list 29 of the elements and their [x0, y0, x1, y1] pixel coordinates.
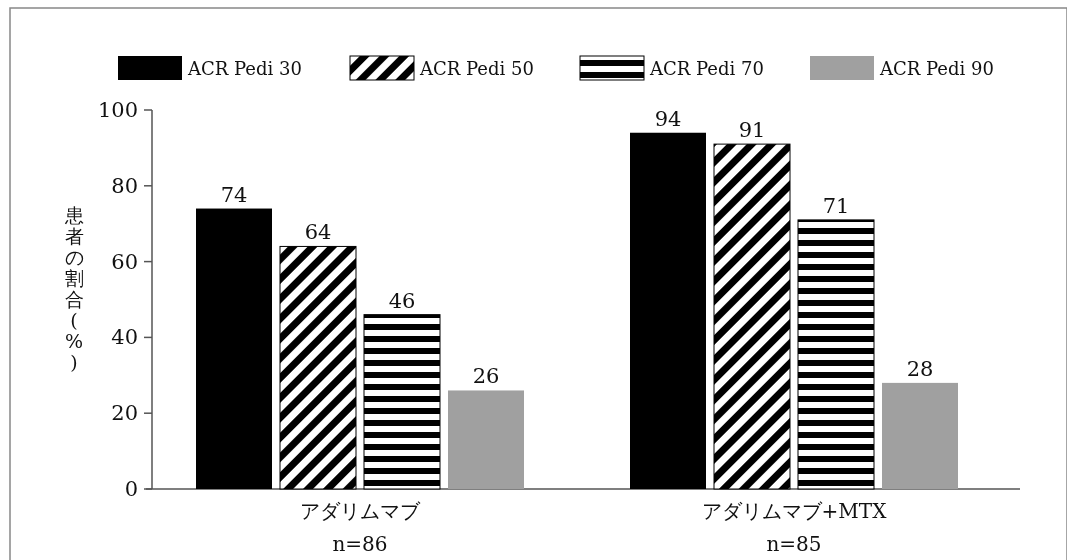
bar	[797, 219, 875, 490]
y-tick-label: 40	[111, 325, 138, 350]
bar	[713, 143, 791, 490]
data-label: 74	[220, 182, 248, 207]
legend-label: ACR Pedi 50	[419, 58, 534, 79]
y-tick-label: 0	[124, 477, 138, 501]
data-label: 46	[388, 288, 416, 313]
data-label: 26	[472, 364, 500, 389]
x-tick-label: アダリムマブ n=86	[300, 499, 421, 556]
y-tick-label: 20	[111, 401, 138, 426]
bar	[196, 208, 272, 489]
data-label: 28	[906, 356, 934, 381]
data-label: 91	[738, 118, 766, 143]
data-label: 71	[822, 193, 850, 218]
legend-label: ACR Pedi 70	[649, 58, 764, 79]
x-tick-label: アダリムマブ+MTX n=85	[701, 499, 888, 556]
y-tick-label: 80	[111, 173, 138, 198]
y-tick-label: 60	[111, 249, 138, 274]
bar	[279, 245, 357, 490]
legend-label: ACR Pedi 90	[879, 58, 994, 79]
y-tick-label: 100	[97, 98, 138, 122]
data-label: 64	[304, 220, 332, 245]
legend-label: ACR Pedi 30	[187, 58, 302, 79]
y-axis-title: 患者の割合(%)	[63, 204, 84, 373]
data-label: 94	[654, 106, 682, 131]
bar	[448, 390, 524, 489]
bar	[630, 132, 706, 489]
bar	[363, 314, 441, 490]
bar	[882, 382, 958, 489]
